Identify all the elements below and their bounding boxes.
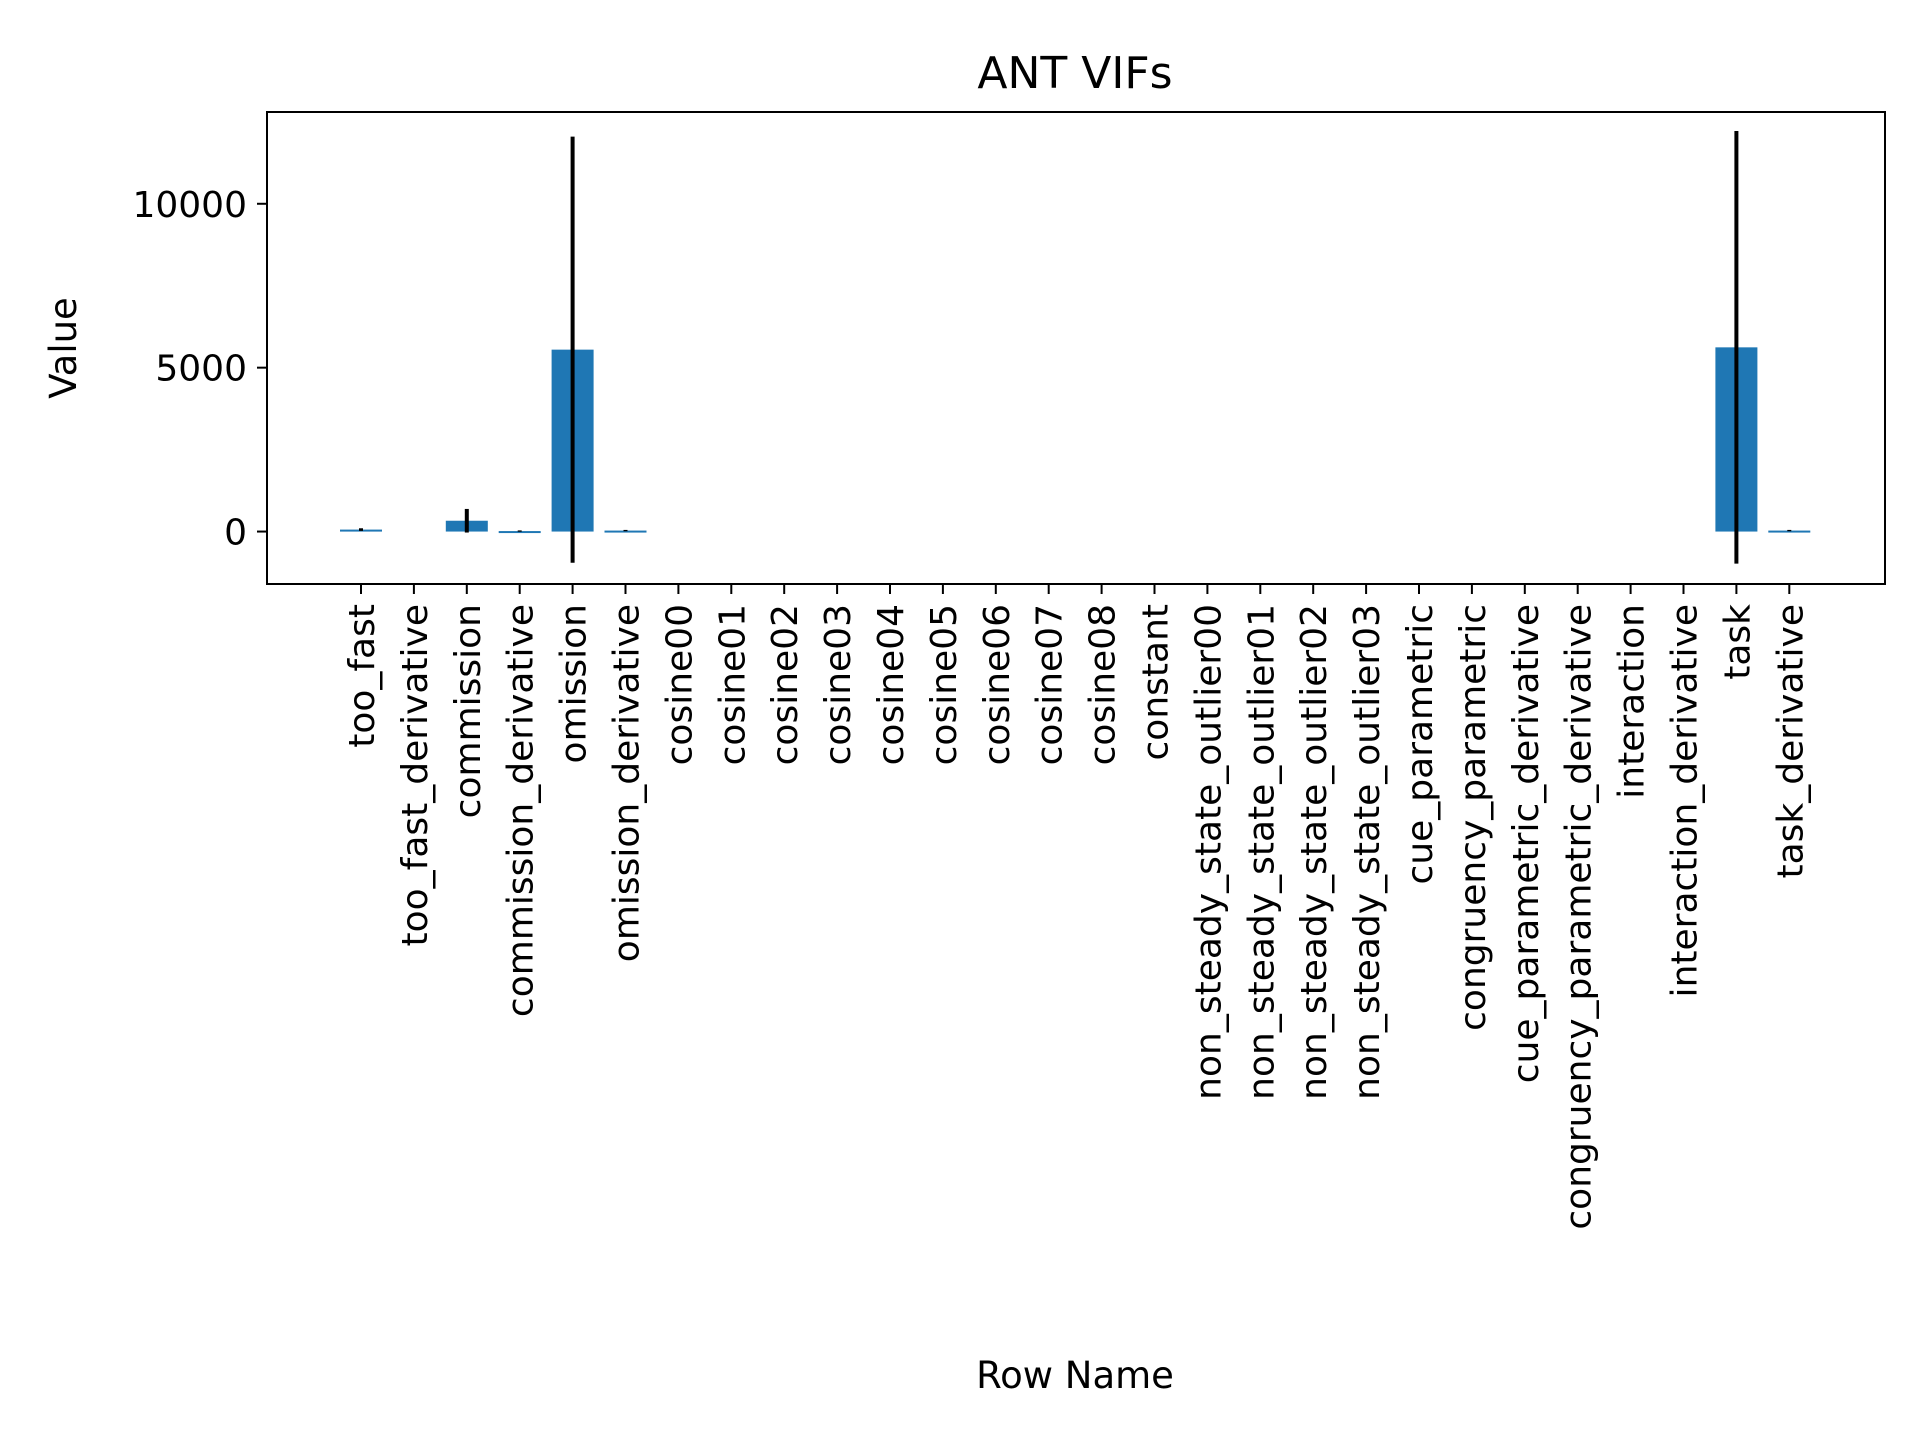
x-tick-label-interaction_derivative: interaction_derivative	[1665, 604, 1706, 997]
x-tick-label-cosine00: cosine00	[659, 604, 700, 765]
x-tick-label-cosine07: cosine07	[1030, 604, 1071, 765]
x-tick-label-non_steady_state_outlier00: non_steady_state_outlier00	[1188, 604, 1229, 1100]
x-tick-label-cosine08: cosine08	[1083, 604, 1124, 765]
bar-omission_derivative	[604, 530, 647, 533]
x-tick-label-task_derivative: task_derivative	[1770, 604, 1811, 879]
bar-commission_derivative	[498, 531, 541, 534]
x-tick-label-cue_parametric_derivative: cue_parametric_derivative	[1506, 604, 1547, 1083]
y-axis: 0 5000 10000	[132, 185, 267, 554]
x-tick-label-cosine03: cosine03	[818, 604, 859, 765]
chart-title: ANT VIFs	[977, 48, 1172, 99]
x-tick-label-non_steady_state_outlier01: non_steady_state_outlier01	[1241, 604, 1282, 1100]
y-axis-label: Value	[42, 297, 85, 399]
x-tick-label-non_steady_state_outlier02: non_steady_state_outlier02	[1294, 604, 1335, 1100]
x-tick-label-task: task	[1717, 604, 1758, 680]
x-tick-label-commission: commission	[448, 604, 489, 818]
x-tick-label-cosine05: cosine05	[924, 604, 965, 765]
y-tick-label: 10000	[132, 185, 247, 226]
plot-area	[340, 131, 1811, 564]
y-tick-label: 0	[224, 513, 247, 554]
x-tick-label-interaction: interaction	[1612, 604, 1653, 799]
x-tick-label-too_fast_derivative: too_fast_derivative	[395, 604, 436, 947]
x-tick-label-constant: constant	[1136, 604, 1177, 761]
x-tick-label-commission_derivative: commission_derivative	[501, 604, 542, 1017]
x-tick-label-cosine02: cosine02	[765, 604, 806, 765]
x-axis: too_fast too_fast_derivative commission com…	[342, 584, 1811, 1230]
x-tick-label-too_fast: too_fast	[342, 604, 383, 748]
x-tick-label-cosine01: cosine01	[712, 604, 753, 765]
x-tick-label-omission: omission	[554, 604, 595, 763]
bar-task_derivative	[1768, 530, 1811, 533]
x-tick-label-cue_parametric: cue_parametric	[1400, 604, 1441, 884]
x-tick-label-congruency_parametric: congruency_parametric	[1453, 604, 1494, 1031]
x-tick-label-cosine06: cosine06	[977, 604, 1018, 765]
x-tick-label-omission_derivative: omission_derivative	[607, 604, 648, 962]
y-tick-label: 5000	[155, 349, 247, 390]
plot-frame	[266, 111, 1886, 585]
x-tick-label-congruency_parametric_derivative: congruency_parametric_derivative	[1559, 604, 1600, 1230]
x-tick-label-non_steady_state_outlier03: non_steady_state_outlier03	[1347, 604, 1388, 1100]
x-tick-label-cosine04: cosine04	[871, 604, 912, 765]
x-axis-label: Row Name	[976, 1354, 1174, 1397]
